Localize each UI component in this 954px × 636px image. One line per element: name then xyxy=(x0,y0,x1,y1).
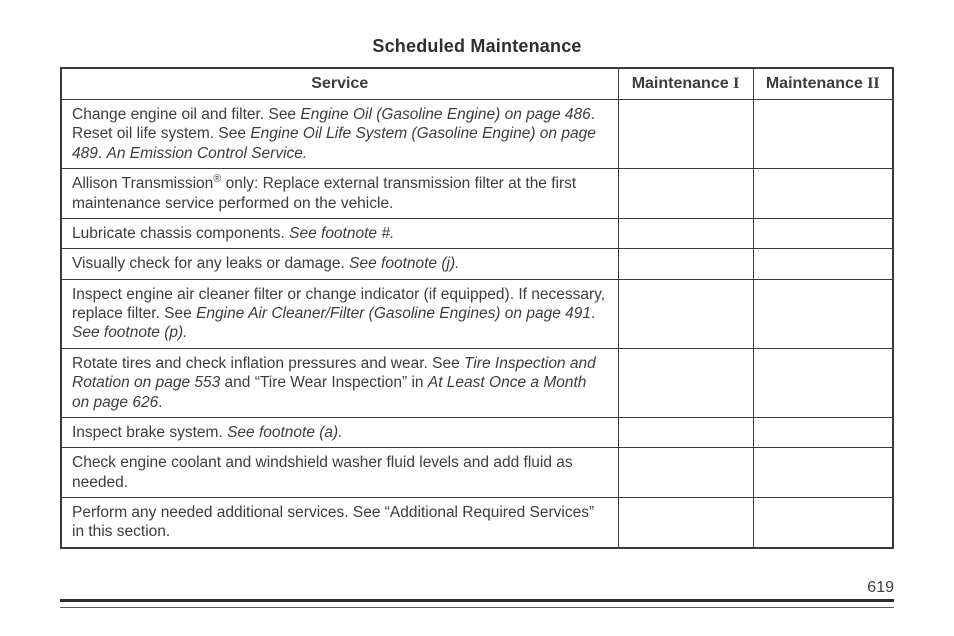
maintenance-1-cell xyxy=(618,498,753,548)
maintenance-1-cell xyxy=(618,348,753,417)
service-cell: Change engine oil and filter. See Engine… xyxy=(61,100,618,169)
service-cell: Perform any needed additional services. … xyxy=(61,498,618,548)
service-cell: Rotate tires and check inflation pressur… xyxy=(61,348,618,417)
maintenance-1-cell xyxy=(618,279,753,348)
col-service: Service xyxy=(61,68,618,100)
table-row: Allison Transmission® only: Replace exte… xyxy=(61,169,893,219)
table-row: Rotate tires and check inflation pressur… xyxy=(61,348,893,417)
service-cell: Check engine coolant and windshield wash… xyxy=(61,448,618,498)
maintenance-1-cell xyxy=(618,100,753,169)
maintenance-2-cell xyxy=(753,100,893,169)
page: Scheduled Maintenance Service Maintenanc… xyxy=(0,0,954,636)
maintenance-1-cell xyxy=(618,169,753,219)
maintenance-2-cell xyxy=(753,498,893,548)
maintenance-2-cell xyxy=(753,417,893,447)
service-cell: Allison Transmission® only: Replace exte… xyxy=(61,169,618,219)
maintenance-1-cell xyxy=(618,448,753,498)
maintenance-2-cell xyxy=(753,169,893,219)
footer-rule-thick xyxy=(60,599,894,602)
col-maintenance-1: Maintenance I xyxy=(618,68,753,100)
col-maintenance-2: Maintenance II xyxy=(753,68,893,100)
maintenance-2-cell xyxy=(753,218,893,248)
service-cell: Inspect brake system. See footnote (a). xyxy=(61,417,618,447)
maintenance-2-cell xyxy=(753,448,893,498)
table-row: Lubricate chassis components. See footno… xyxy=(61,218,893,248)
table-body: Change engine oil and filter. See Engine… xyxy=(61,100,893,548)
maintenance-2-cell xyxy=(753,279,893,348)
table-row: Check engine coolant and windshield wash… xyxy=(61,448,893,498)
maintenance-1-cell xyxy=(618,249,753,279)
maintenance-1-cell xyxy=(618,417,753,447)
maintenance-2-cell xyxy=(753,348,893,417)
service-cell: Lubricate chassis components. See footno… xyxy=(61,218,618,248)
table-row: Change engine oil and filter. See Engine… xyxy=(61,100,893,169)
maintenance-2-cell xyxy=(753,249,893,279)
page-number: 619 xyxy=(867,579,894,597)
service-cell: Inspect engine air cleaner filter or cha… xyxy=(61,279,618,348)
service-cell: Visually check for any leaks or damage. … xyxy=(61,249,618,279)
footer-rule-thin xyxy=(60,607,894,608)
page-title: Scheduled Maintenance xyxy=(60,36,894,57)
table-row: Visually check for any leaks or damage. … xyxy=(61,249,893,279)
maintenance-1-cell xyxy=(618,218,753,248)
maintenance-table: Service Maintenance I Maintenance II Cha… xyxy=(60,67,894,549)
table-header-row: Service Maintenance I Maintenance II xyxy=(61,68,893,100)
page-footer: 619 xyxy=(60,599,894,608)
table-row: Inspect engine air cleaner filter or cha… xyxy=(61,279,893,348)
table-row: Perform any needed additional services. … xyxy=(61,498,893,548)
table-row: Inspect brake system. See footnote (a). xyxy=(61,417,893,447)
